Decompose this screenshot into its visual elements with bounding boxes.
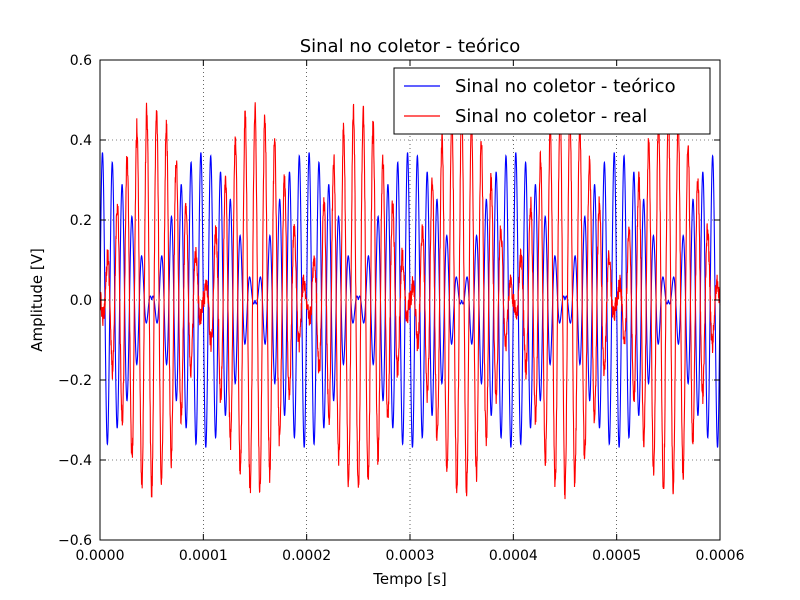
x-tick-label: 0.0000 bbox=[76, 548, 125, 564]
ticks: 0.0000 0.0001 0.0002 0.0003 0.0004 0.0005 0.00… bbox=[58, 53, 745, 564]
chart-title: Sinal no coletor - teórico bbox=[300, 36, 521, 57]
y-tick-label: 0.6 bbox=[70, 53, 92, 69]
x-axis-label: Tempo [s] bbox=[372, 570, 446, 588]
legend-label-real: Sinal no coletor - real bbox=[455, 106, 647, 127]
y-tick-label: −0.6 bbox=[58, 533, 92, 549]
y-tick-label: 0.4 bbox=[70, 133, 92, 149]
y-tick-label: −0.2 bbox=[58, 373, 92, 389]
x-tick-label: 0.0002 bbox=[282, 548, 331, 564]
y-tick-label: −0.4 bbox=[58, 453, 92, 469]
x-tick-label: 0.0003 bbox=[386, 548, 435, 564]
legend: Sinal no coletor - teórico Sinal no cole… bbox=[393, 67, 711, 135]
plot-area bbox=[99, 102, 721, 500]
x-tick-label: 0.0005 bbox=[592, 548, 641, 564]
y-tick-label: 0.2 bbox=[70, 213, 92, 229]
series-line-real bbox=[99, 102, 721, 500]
x-tick-label: 0.0001 bbox=[179, 548, 228, 564]
x-tick-label: 0.0004 bbox=[489, 548, 538, 564]
y-tick-label: 0.0 bbox=[70, 293, 92, 309]
legend-box bbox=[393, 67, 711, 135]
x-tick-label: 0.0006 bbox=[696, 548, 745, 564]
y-axis-label: Amplitude [V] bbox=[28, 248, 46, 352]
legend-label-teorico: Sinal no coletor - teórico bbox=[455, 76, 676, 97]
